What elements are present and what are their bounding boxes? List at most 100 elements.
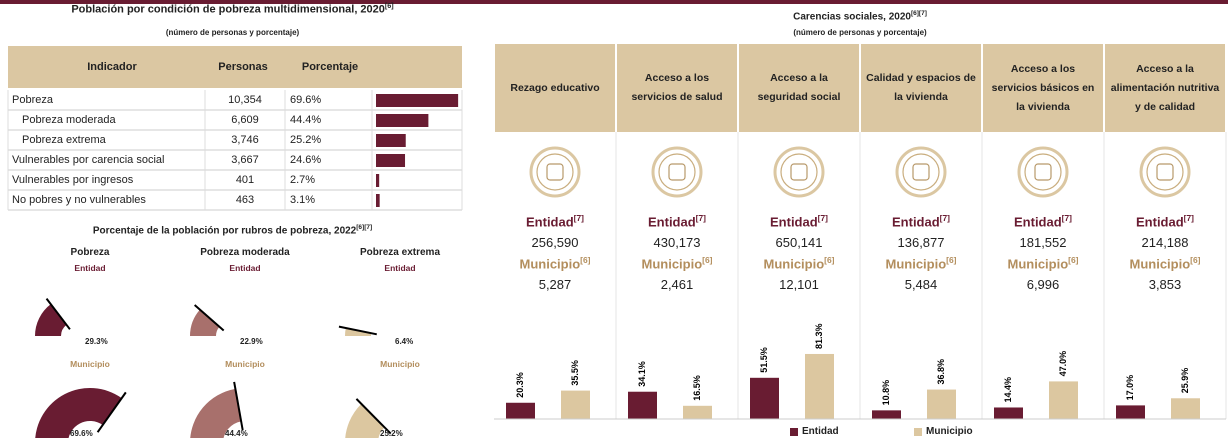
municipio-bar [683, 405, 712, 419]
icon-ring [651, 146, 703, 198]
gauge-municipio-value: 69.6% [70, 429, 93, 438]
row-personas: 10,354 [228, 94, 262, 106]
entidad-bar-label: 17.0% [1125, 375, 1135, 401]
row-personas: 3,667 [231, 154, 259, 166]
table-title-ref: [6] [384, 2, 394, 10]
legend-swatch [790, 428, 798, 436]
table-header: Indicador [87, 61, 137, 73]
municipio-label-text: Municipio [519, 256, 581, 272]
row-porcentaje: 3.1% [290, 194, 316, 206]
entidad-label: Entidad[7] [860, 213, 982, 229]
entidad-label-text: Entidad [1014, 214, 1062, 230]
icon-glyph [912, 163, 930, 181]
gauge-entidad-label: Entidad [229, 263, 261, 273]
table-title-text: Población por condición de pobreza multi… [71, 3, 385, 16]
entidad-label: Entidad[7] [1104, 213, 1226, 229]
row-personas: 3,746 [231, 134, 259, 146]
row-indicador: Pobreza [12, 94, 53, 106]
row-porcentaje: 44.4% [290, 114, 322, 126]
entidad-label-text: Entidad [770, 214, 818, 230]
municipio-personas: 2,461 [660, 277, 694, 292]
row-porcentaje: 69.6% [290, 94, 322, 106]
entidad-bar-label: 51.5% [759, 347, 769, 373]
carencia-name: Acceso a los servicios de salud [631, 72, 723, 103]
municipio-label-text: Municipio [1129, 256, 1191, 272]
municipio-label-ref: [6] [1068, 255, 1079, 265]
icon-inner [902, 153, 940, 191]
gauge-arc [345, 403, 385, 438]
entidad-label-text: Entidad [648, 214, 696, 230]
legend-municipio: Municipio [926, 426, 973, 437]
carencias-title: Carencias sociales, 2020[6][7] [494, 10, 1226, 22]
icon-glyph [546, 163, 564, 181]
municipio-personas: 5,287 [538, 277, 572, 292]
municipio-label-ref: [6] [1190, 255, 1201, 265]
entidad-label-ref: [7] [1183, 213, 1194, 223]
entidad-personas: 181,552 [1019, 235, 1067, 250]
entidad-label: Entidad[7] [738, 213, 860, 229]
icon-ring [529, 146, 581, 198]
entidad-bar-label: 20.3% [515, 372, 525, 398]
icon-inner [536, 153, 574, 191]
gauge-needle [96, 391, 127, 433]
icon-ring [1017, 146, 1069, 198]
municipio-label-text: Municipio [641, 256, 703, 272]
legend-swatch [914, 428, 922, 436]
icon-glyph [790, 163, 808, 181]
icon-ring [773, 146, 825, 198]
municipio-label: Municipio[6] [1104, 255, 1226, 271]
entidad-label-text: Entidad [526, 214, 574, 230]
municipio-personas: 3,853 [1148, 277, 1182, 292]
gauges-title-text: Porcentaje de la población por rubros de… [92, 225, 357, 237]
municipio-bar [805, 353, 834, 419]
municipio-label-ref: [6] [946, 255, 957, 265]
row-indicador: Pobreza extrema [22, 134, 106, 146]
gauges-title-ref: [6][7] [356, 224, 373, 231]
icon-inner [1024, 153, 1062, 191]
row-personas: 6,609 [231, 114, 259, 126]
municipio-bar [927, 389, 956, 419]
gauge-arc [190, 309, 220, 336]
table-header: Porcentaje [301, 61, 359, 73]
entidad-label-ref: [7] [939, 213, 950, 223]
entidad-label-ref: [7] [573, 213, 584, 223]
municipio-label: Municipio[6] [738, 255, 860, 271]
table-title: Población por condición de pobreza multi… [0, 2, 465, 16]
gauge-entidad-value: 6.4% [395, 337, 414, 346]
row-porcentaje: 25.2% [290, 134, 322, 146]
row-bar [376, 114, 429, 127]
entidad-bar-label: 34.1% [637, 361, 647, 387]
entidad-bar [1116, 405, 1145, 419]
table-header: Personas [218, 61, 268, 73]
table-subtitle: (número de personas y porcentaje) [165, 28, 300, 37]
table-header-bg [8, 46, 462, 88]
municipio-label-text: Municipio [763, 256, 825, 272]
entidad-bar-label: 14.4% [1003, 377, 1013, 403]
gauges-title: Porcentaje de la población por rubros de… [0, 224, 465, 236]
entidad-bar [506, 402, 535, 419]
municipio-label-ref: [6] [580, 255, 591, 265]
municipio-label-ref: [6] [702, 255, 713, 265]
municipio-label: Municipio[6] [494, 255, 616, 271]
gauge-municipio-value: 44.4% [225, 429, 248, 438]
icon-glyph [668, 163, 686, 181]
municipio-personas: 6,996 [1026, 277, 1060, 292]
carencias-title-ref: [6][7] [910, 10, 927, 17]
municipio-personas: 5,484 [904, 277, 938, 292]
header-cell [983, 44, 1103, 132]
entidad-label-ref: [7] [817, 213, 828, 223]
gauge-needle [355, 398, 392, 435]
carencia-name: Acceso a la seguridad social [757, 72, 841, 103]
gauge-municipio-label: Municipio [70, 359, 110, 369]
carencia-name: Acceso a la alimentación nutritiva y de … [1110, 62, 1220, 113]
entidad-personas: 256,590 [531, 235, 579, 250]
header-cell [861, 44, 981, 132]
entidad-personas: 650,141 [775, 235, 823, 250]
municipio-personas: 12,101 [779, 277, 819, 292]
entidad-label: Entidad[7] [982, 213, 1104, 229]
municipio-label: Municipio[6] [860, 255, 982, 271]
header-cell [495, 44, 615, 132]
municipio-bar-label: 16.5% [692, 375, 702, 401]
header-cell [739, 44, 859, 132]
